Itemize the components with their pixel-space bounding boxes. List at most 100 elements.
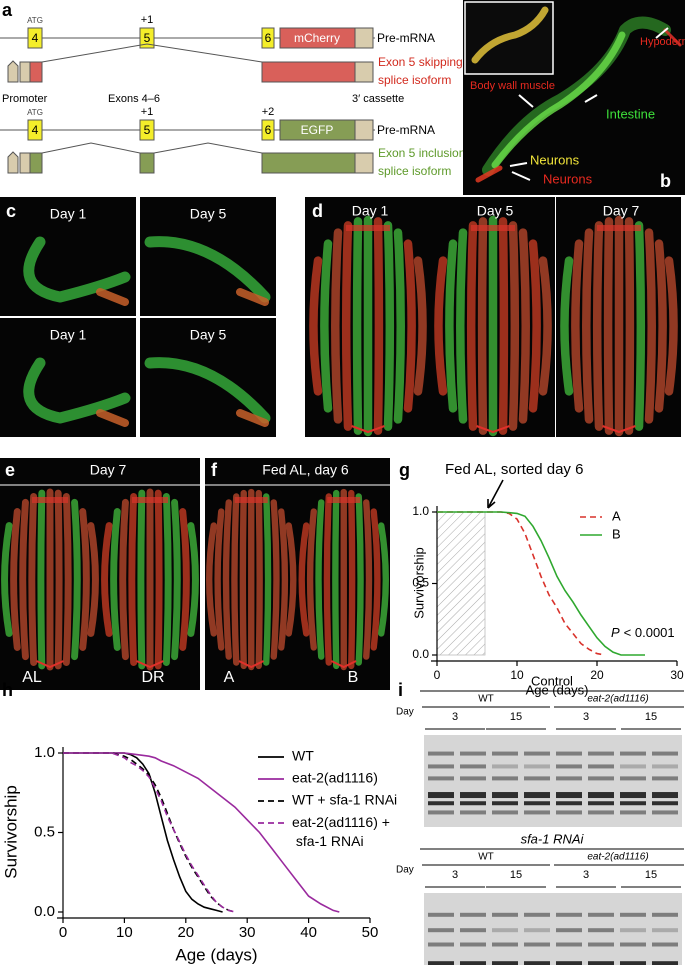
gel-band: [524, 792, 550, 799]
day-number: 3: [452, 711, 458, 723]
y-tick-label: 0.5: [34, 823, 55, 840]
x-tick-label: 40: [300, 924, 317, 941]
worm: [434, 256, 448, 396]
worm: [222, 499, 232, 660]
exon-number: 4: [32, 123, 39, 137]
gel-band: [556, 928, 582, 933]
day-number: 15: [510, 869, 522, 881]
gel-image: [424, 893, 682, 965]
y-tick-label: 0.0: [412, 647, 429, 661]
y-tick-label: 1.0: [34, 744, 55, 761]
gel-band: [492, 801, 518, 806]
exon-box: [261, 27, 275, 49]
isoform-label: splice isoform: [378, 164, 451, 178]
legend-label-line: sfa-1 RNAi: [292, 833, 364, 849]
cassette-box: [354, 27, 374, 49]
p-symbol: P: [611, 625, 620, 640]
gel-band: [556, 792, 582, 799]
legend-label: WT + sfa-1 RNAi: [292, 792, 397, 808]
gel-band: [652, 776, 678, 781]
gel-band: [556, 751, 582, 756]
exon-number: 6: [265, 31, 272, 45]
worm-tails: [476, 425, 510, 434]
worm: [96, 288, 129, 306]
worm: [285, 522, 297, 637]
worm: [491, 31, 626, 169]
gel-band: [428, 751, 454, 756]
day-caption: Day 5: [477, 203, 514, 219]
muscle-label: Body wall muscle: [470, 80, 555, 92]
exon-box: [139, 152, 155, 174]
gel-band: [588, 810, 614, 815]
gel-band: [588, 801, 614, 806]
worm-tails: [136, 660, 164, 669]
worm: [309, 256, 323, 396]
exon-number: 6: [265, 123, 272, 137]
worm: [263, 493, 272, 666]
worm: [10, 508, 21, 651]
gel-band: [588, 764, 614, 769]
worm: [323, 493, 332, 666]
worm: [332, 489, 340, 670]
gel-band: [652, 801, 678, 806]
worm: [370, 508, 381, 651]
worm: [352, 217, 363, 435]
x-tick-label: 50: [362, 924, 379, 941]
worm: [187, 522, 199, 637]
worm: [270, 499, 280, 660]
gel-band: [524, 912, 550, 917]
worm: [298, 522, 310, 637]
day-label: Day: [396, 707, 414, 718]
gel-band: [620, 764, 646, 769]
worm: [664, 256, 678, 396]
worm: [236, 288, 269, 306]
cassette-label: 3′ cassette: [352, 93, 404, 105]
gel-band: [524, 801, 550, 806]
gel-title: sfa-1 RNAi: [521, 831, 585, 846]
condition-caption: AL: [22, 669, 42, 686]
x-tick-label: 30: [670, 668, 684, 682]
exon-number: 4: [32, 31, 39, 45]
x-tick-label: 0: [59, 924, 67, 941]
gel-band: [556, 912, 582, 917]
gel-band: [556, 801, 582, 806]
legend-label-line: eat-2(ad1116) +: [292, 814, 390, 830]
day-label: Day: [396, 865, 414, 876]
strain-label: eat-2(ad1116): [587, 694, 648, 705]
gel-band: [556, 810, 582, 815]
worm: [171, 498, 181, 661]
worm: [498, 217, 509, 435]
y-tick-label: 0.5: [412, 576, 429, 590]
splice-site-label: +1: [141, 14, 154, 26]
neurons-label: Neurons: [530, 152, 580, 167]
survival-curve: [437, 511, 606, 656]
day-caption: Day 5: [190, 206, 227, 222]
worm: [571, 239, 584, 413]
gel-band: [652, 912, 678, 917]
day-caption: Day 1: [50, 327, 87, 343]
worm: [37, 489, 46, 670]
intron-splice: [41, 142, 263, 154]
survival-curve: [63, 752, 340, 913]
worm: [96, 409, 129, 427]
atg-label: ATG: [27, 108, 43, 117]
gel-band: [556, 776, 582, 781]
legend-label: B: [612, 526, 621, 541]
gel-band: [620, 776, 646, 781]
y-tick-label: 1.0: [412, 504, 429, 518]
exon-number: 5: [144, 123, 151, 137]
gel-band: [588, 751, 614, 756]
gel-band: [428, 961, 454, 965]
worm: [471, 6, 549, 64]
survival-curve: [63, 752, 236, 913]
worm: [466, 221, 478, 431]
hypodermis-label: Hypodermis: [640, 36, 685, 48]
gel-band: [460, 792, 486, 799]
exon-box: [27, 119, 43, 141]
worm: [644, 228, 656, 424]
gel-band: [588, 792, 614, 799]
worm-tails: [602, 425, 636, 434]
strain-label: eat-2(ad1116): [587, 852, 648, 863]
panel-label: g: [399, 460, 410, 480]
promoter-shape: [7, 151, 19, 174]
